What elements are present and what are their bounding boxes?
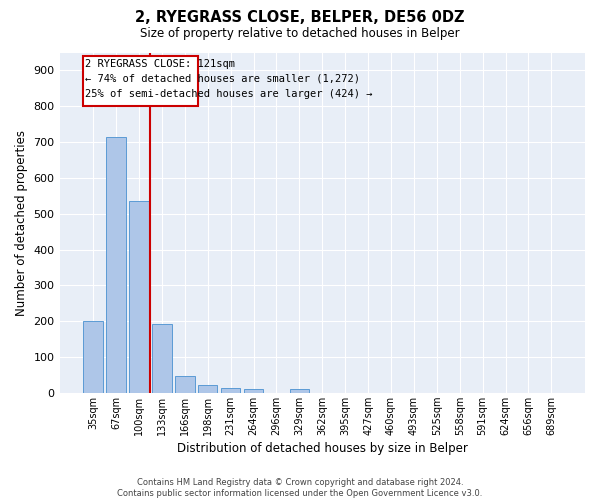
FancyBboxPatch shape xyxy=(83,56,198,106)
Bar xyxy=(198,385,217,393)
Text: 25% of semi-detached houses are larger (424) →: 25% of semi-detached houses are larger (… xyxy=(85,89,373,99)
Bar xyxy=(290,389,309,393)
Text: 2 RYEGRASS CLOSE: 121sqm: 2 RYEGRASS CLOSE: 121sqm xyxy=(85,59,235,69)
Text: 2, RYEGRASS CLOSE, BELPER, DE56 0DZ: 2, RYEGRASS CLOSE, BELPER, DE56 0DZ xyxy=(135,10,465,25)
Text: Contains HM Land Registry data © Crown copyright and database right 2024.
Contai: Contains HM Land Registry data © Crown c… xyxy=(118,478,482,498)
Bar xyxy=(152,324,172,393)
Bar xyxy=(83,321,103,393)
Bar xyxy=(129,201,149,393)
Bar xyxy=(221,388,241,393)
Text: Size of property relative to detached houses in Belper: Size of property relative to detached ho… xyxy=(140,28,460,40)
Bar xyxy=(244,389,263,393)
Bar xyxy=(175,376,194,393)
Y-axis label: Number of detached properties: Number of detached properties xyxy=(15,130,28,316)
X-axis label: Distribution of detached houses by size in Belper: Distribution of detached houses by size … xyxy=(177,442,468,455)
Text: ← 74% of detached houses are smaller (1,272): ← 74% of detached houses are smaller (1,… xyxy=(85,74,360,84)
Bar xyxy=(106,136,126,393)
